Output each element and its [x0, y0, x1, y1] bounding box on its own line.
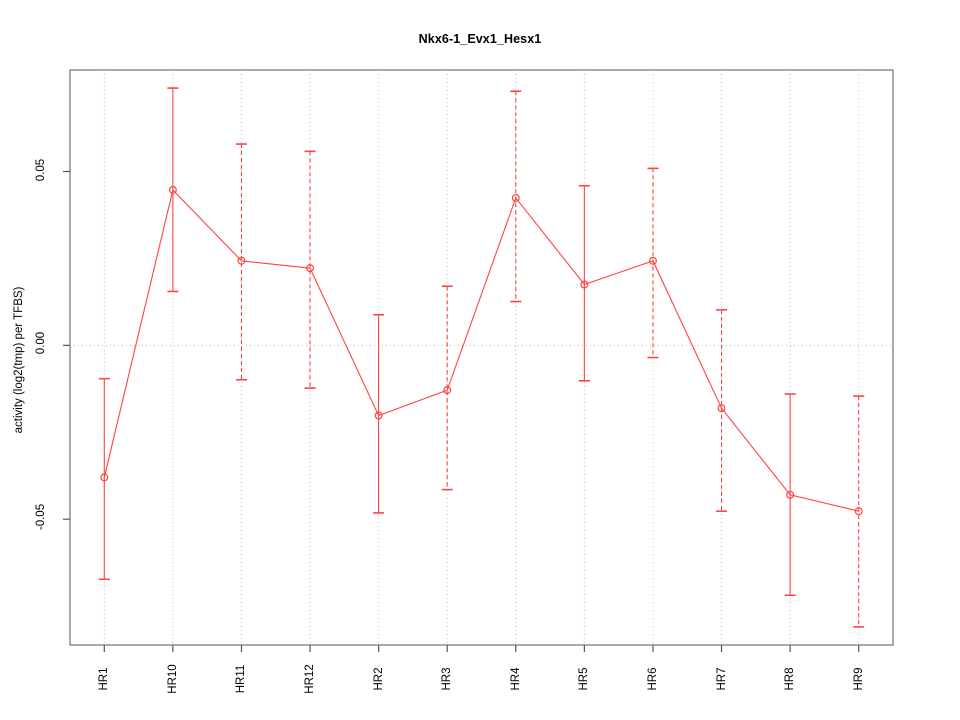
x-tick-label: HR4: [509, 667, 522, 691]
data-point-marker[interactable]: [511, 193, 520, 202]
x-tick-label: HR11: [235, 664, 248, 694]
x-tick-label: HR12: [304, 664, 317, 694]
data-point-marker[interactable]: [100, 473, 109, 482]
data-point-marker[interactable]: [786, 490, 795, 499]
data-point-marker[interactable]: [648, 256, 657, 265]
data-point-marker[interactable]: [237, 256, 246, 265]
x-tick-label: HR6: [646, 667, 659, 691]
data-point-marker[interactable]: [443, 386, 452, 395]
x-tick-label: HR2: [372, 667, 385, 691]
x-tick-label: HR1: [98, 667, 111, 691]
page-title: Nkx6-1_Evx1_Hesx1: [418, 32, 542, 46]
x-tick-label: HR3: [441, 667, 454, 691]
data-point-marker[interactable]: [854, 507, 863, 516]
data-point-marker[interactable]: [306, 264, 315, 273]
series-line: [103, 188, 859, 512]
x-tick-label: HR8: [784, 667, 797, 691]
y-tick-label: 0.05: [35, 158, 47, 181]
x-tick-label: HR7: [715, 667, 728, 691]
data-point-marker[interactable]: [168, 185, 177, 194]
y-tick-label: -0.05: [35, 504, 47, 531]
data-point-marker[interactable]: [717, 404, 726, 413]
plot-frame: [69, 69, 894, 646]
x-tick-label: HR10: [166, 664, 179, 694]
data-point-marker[interactable]: [374, 411, 383, 420]
x-tick-label: HR5: [578, 667, 591, 691]
x-tick-label: HR9: [852, 667, 865, 691]
y-tick-label: 0.00: [35, 332, 47, 355]
data-point-marker[interactable]: [580, 280, 589, 289]
